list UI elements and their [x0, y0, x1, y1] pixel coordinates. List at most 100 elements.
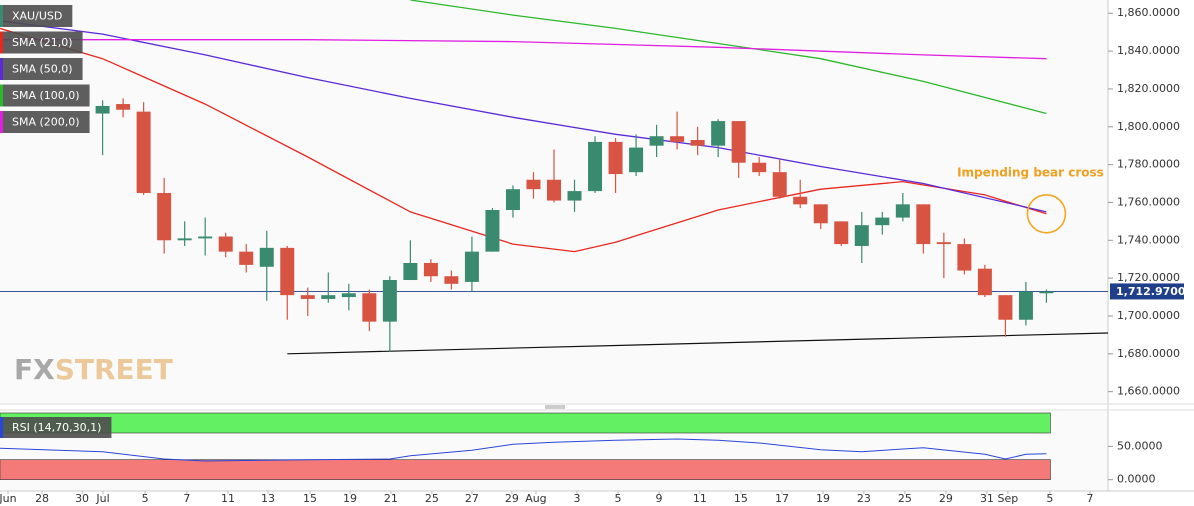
candle-body [813, 204, 828, 224]
candle-body [1039, 291, 1054, 294]
legend-item: SMA (21,0) [0, 31, 83, 54]
candle-body [526, 179, 541, 190]
legend-box [0, 417, 112, 438]
legend-item: SMA (100,0) [0, 84, 90, 107]
x-tick-label: 30 [75, 492, 89, 505]
last-price-badge [1110, 283, 1184, 300]
x-tick-label: 17 [775, 492, 789, 505]
candle-body [567, 191, 582, 201]
y-tick-label: 1,700.0000 [1117, 309, 1180, 322]
legend-box [0, 5, 73, 27]
x-tick-label: Jun [0, 492, 17, 505]
y-tick-label: 1,800.0000 [1117, 120, 1180, 133]
candle-body [136, 111, 151, 193]
candle-body [1018, 291, 1033, 320]
watermark: STREET [55, 353, 173, 386]
x-tick-label: 27 [465, 492, 479, 505]
overlay: Impending bear cross 1,660.0000 1,680.0000… [0, 5, 1186, 505]
y-tick-label: 1,840.0000 [1117, 44, 1180, 57]
y-tick-label: 1,760.0000 [1117, 195, 1180, 208]
candle-body [752, 162, 767, 173]
x-tick-label: 3 [573, 492, 580, 505]
rsi-band [0, 412, 1051, 434]
candle-body [895, 204, 910, 218]
candle-body [321, 295, 336, 299]
x-tick-label: 5 [615, 492, 622, 505]
rsi-y-tick-label: 50.0000 [1117, 439, 1163, 452]
legend-box [0, 84, 90, 107]
legend-swatch [0, 31, 3, 54]
sma-line [0, 27, 1047, 253]
candle-body [875, 217, 890, 226]
divider-handle[interactable] [545, 405, 565, 409]
candle-body [936, 242, 951, 245]
legend-box [0, 31, 83, 54]
x-tick-label: 7 [1086, 492, 1093, 505]
annotation-circle [1026, 193, 1067, 234]
candle-body [485, 210, 500, 252]
candle-body [116, 104, 131, 110]
sma-line [0, 39, 1047, 60]
last-price-label: 1,712.9700 [1116, 285, 1186, 298]
x-tick-label: 15 [734, 492, 748, 505]
x-tick-label: 21 [384, 492, 398, 505]
x-tick-label: 28 [35, 492, 49, 505]
legend-label: XAU/USD [12, 10, 62, 23]
candle-body [218, 236, 233, 252]
y-tick-label: 1,780.0000 [1117, 158, 1180, 171]
candle-body [649, 136, 664, 146]
x-tick-label: 23 [857, 492, 871, 505]
x-tick-label: Aug [525, 492, 546, 505]
sma-line [410, 0, 1047, 115]
legend-swatch [0, 417, 3, 438]
x-tick-label: 29 [939, 492, 953, 505]
x-tick-label: 25 [898, 492, 912, 505]
main-plot: FX STREET [0, 0, 1108, 386]
candle-body [670, 136, 685, 142]
candle-body [198, 236, 213, 239]
rsi-title: RSI (14,70,30,1) [12, 421, 101, 434]
rsi-y-tick-label: 0.0000 [1117, 473, 1156, 486]
legend-swatch [0, 58, 3, 80]
rsi-legend: RSI (14,70,30,1) [0, 417, 112, 438]
candle-body [157, 192, 172, 241]
candle-body [834, 221, 849, 245]
x-tick-label: 7 [183, 492, 190, 505]
candle-body [731, 121, 746, 163]
rsi-line [0, 438, 1047, 462]
legend-swatch [0, 84, 3, 107]
x-tick-label: 13 [261, 492, 275, 505]
candle-body [711, 121, 726, 146]
candle-body [341, 293, 356, 298]
y-tick-label: 1,660.0000 [1117, 385, 1180, 398]
candle-body [608, 141, 623, 175]
x-tick-label: 11 [693, 492, 707, 505]
candle-body [382, 280, 397, 322]
y-tick-label: 1,860.0000 [1117, 6, 1180, 19]
candle-body [259, 247, 274, 267]
candle-body [957, 244, 972, 271]
candle-body [403, 262, 418, 281]
watermark: FX [14, 353, 55, 386]
x-tick-label: 19 [343, 492, 357, 505]
trendline [287, 332, 1108, 355]
x-tick-label: 9 [656, 492, 663, 505]
candle-body [177, 238, 192, 241]
annotation-text: Impending bear cross [957, 166, 1104, 180]
x-tick-label: 11 [221, 492, 235, 505]
x-tick-label: 31 [980, 492, 994, 505]
legend-item: SMA (200,0) [0, 111, 90, 133]
candle-body [505, 189, 520, 211]
candle-body [916, 204, 931, 245]
x-tick-label: 5 [1046, 492, 1053, 505]
candle-body [362, 293, 377, 322]
candle-body [977, 268, 992, 296]
legend-label: SMA (200,0) [12, 116, 80, 129]
candle-body [629, 147, 644, 173]
candle-body [444, 276, 459, 284]
legend-label: SMA (21,0) [12, 36, 73, 49]
legend-label: SMA (50,0) [12, 63, 73, 76]
candle-body [95, 105, 110, 114]
candle-body [793, 196, 808, 205]
